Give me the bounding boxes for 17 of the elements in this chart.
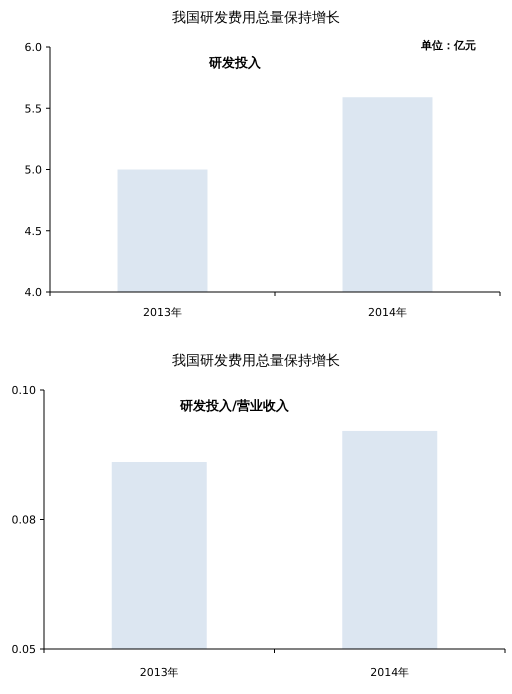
- y-tick-label: 0.10: [12, 384, 36, 397]
- x-tick-label: 2013年: [143, 306, 182, 319]
- x-tick-label: 2013年: [140, 666, 179, 679]
- x-tick-label: 2014年: [370, 666, 410, 679]
- text: 研发投入: [208, 55, 262, 71]
- chart-title: 我国研发费用总量保持增长: [172, 353, 340, 369]
- x-tick-label: 2014年: [368, 306, 407, 319]
- y-tick-label: 5.0: [24, 164, 42, 176]
- y-tick-label: 4.0: [24, 286, 42, 299]
- y-tick-label: 5.5: [24, 102, 42, 116]
- annotation: 单位：亿元: [420, 39, 476, 52]
- y-tick-label: 0.08: [12, 514, 36, 526]
- chart-title: 我国研发费用总量保持增长: [172, 10, 340, 26]
- text: 研发投入/营业收入: [179, 398, 290, 414]
- y-tick-label: 6.0: [24, 41, 42, 54]
- y-tick-label: 0.05: [12, 643, 36, 656]
- y-tick-label: 4.5: [24, 224, 42, 238]
